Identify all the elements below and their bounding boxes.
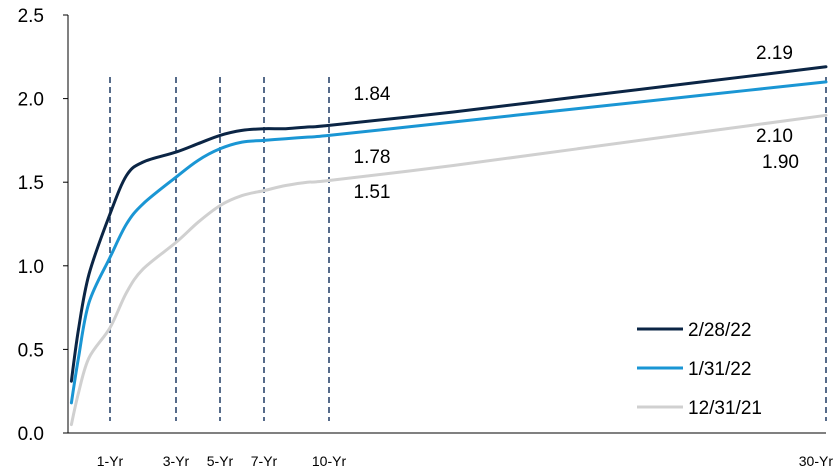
data-label: 1.51 bbox=[354, 182, 391, 203]
data-label: 2.19 bbox=[756, 43, 793, 64]
legend: 2/28/22 1/31/22 12/31/21 bbox=[637, 320, 762, 419]
x-tick-label: 1-Yr bbox=[97, 453, 124, 469]
data-label: 1.84 bbox=[354, 84, 391, 105]
series-line bbox=[69, 65, 828, 383]
data-label: 2.10 bbox=[756, 126, 793, 147]
y-tick-label: 2.5 bbox=[18, 6, 44, 27]
legend-label: 12/31/21 bbox=[688, 398, 762, 419]
x-tick-label: 30-Yr bbox=[799, 453, 834, 469]
series-line bbox=[69, 80, 828, 405]
data-label: 1.78 bbox=[354, 147, 391, 168]
y-tick-label: 1.0 bbox=[18, 257, 44, 278]
y-tick-label: 0.5 bbox=[18, 340, 44, 361]
y-tick-label: 0.0 bbox=[18, 424, 44, 445]
axes: 0.0 0.5 1.0 1.5 2.0 2.5 bbox=[18, 6, 826, 445]
series-lines bbox=[69, 65, 828, 427]
y-tick-label: 1.5 bbox=[18, 173, 44, 194]
data-labels: 1.84 1.78 1.51 2.19 2.10 1.90 bbox=[354, 43, 799, 203]
x-tick-label: 3-Yr bbox=[163, 453, 190, 469]
x-tick-label: 7-Yr bbox=[251, 453, 278, 469]
x-tick-label: 10-Yr bbox=[312, 453, 347, 469]
data-label: 1.90 bbox=[762, 152, 799, 173]
maturity-markers: 1-Yr 3-Yr 5-Yr 7-Yr 10-Yr 30-Yr bbox=[97, 77, 834, 469]
series-line bbox=[69, 113, 828, 427]
x-tick-label: 5-Yr bbox=[207, 453, 234, 469]
legend-label: 1/31/22 bbox=[688, 359, 751, 380]
legend-label: 2/28/22 bbox=[688, 320, 751, 341]
y-tick-label: 2.0 bbox=[18, 90, 44, 111]
